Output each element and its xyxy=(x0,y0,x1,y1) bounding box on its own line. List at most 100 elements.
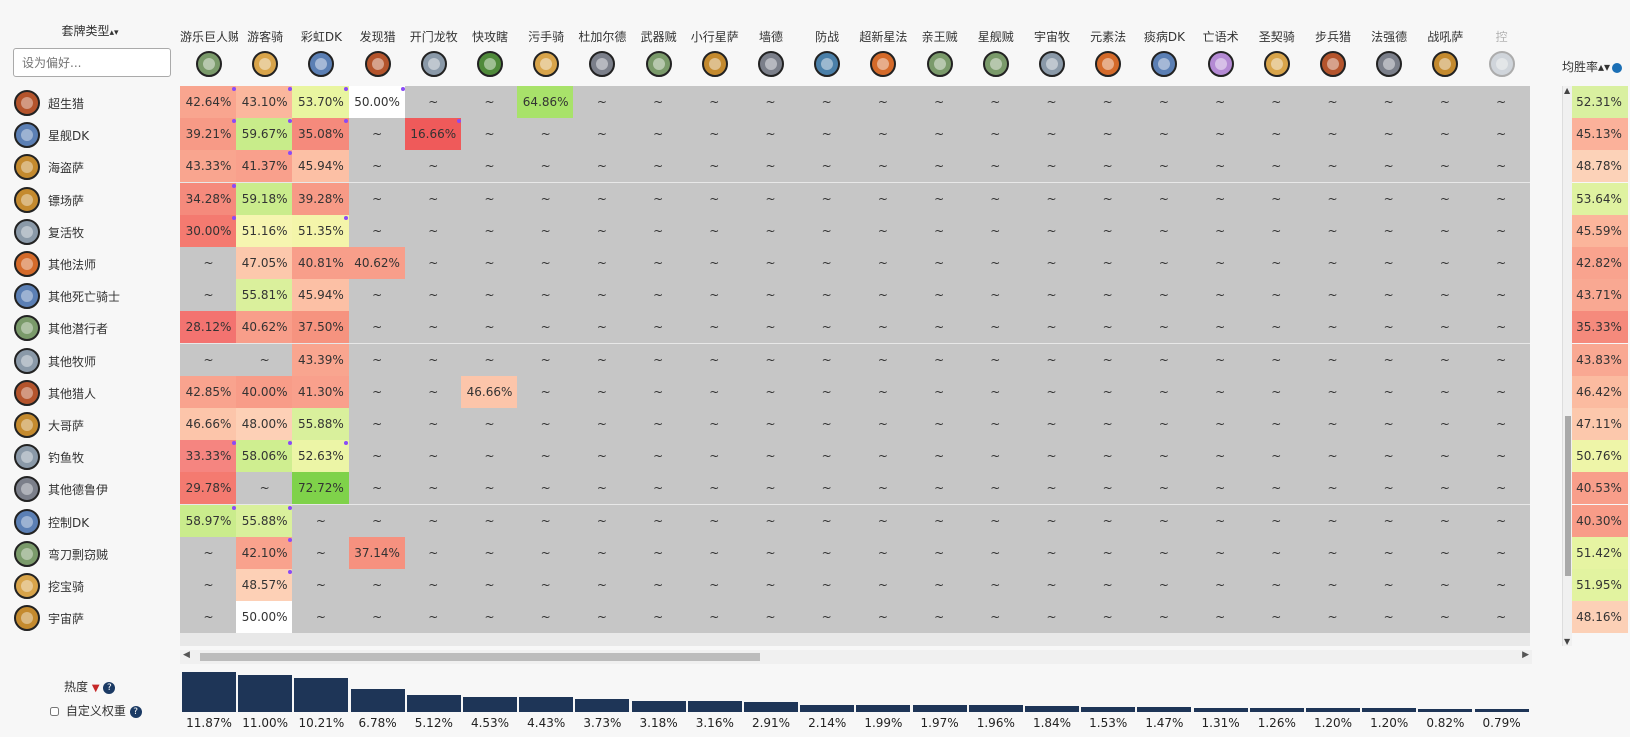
scroll-up-icon[interactable]: ▲ xyxy=(1564,86,1571,95)
matchup-cell[interactable]: ~ xyxy=(180,247,237,279)
matchup-cell[interactable]: ~ xyxy=(1360,536,1418,569)
matchup-cell[interactable]: ~ xyxy=(910,311,968,344)
matchup-cell[interactable]: ~ xyxy=(1360,440,1418,473)
matchup-cell[interactable]: ~ xyxy=(685,472,743,505)
matchup-cell[interactable]: ~ xyxy=(1472,504,1530,537)
matchup-cell[interactable]: 37.14% xyxy=(348,536,406,569)
matchup-cell[interactable]: ~ xyxy=(1360,86,1418,118)
matchup-cell[interactable]: ~ xyxy=(348,182,406,215)
row-header[interactable]: 超生猎 xyxy=(0,86,180,119)
matchup-cell[interactable]: ~ xyxy=(1135,408,1193,440)
matchup-cell[interactable]: ~ xyxy=(854,311,912,344)
matchup-cell[interactable]: ~ xyxy=(1416,472,1474,505)
matchup-cell[interactable]: ~ xyxy=(461,182,518,215)
matchup-cell[interactable]: ~ xyxy=(1079,343,1137,376)
matchup-cell[interactable]: ~ xyxy=(1416,375,1474,408)
matchup-cell[interactable]: ~ xyxy=(404,536,462,569)
scroll-right-icon[interactable]: ▶ xyxy=(1522,650,1529,660)
matchup-cell[interactable]: ~ xyxy=(517,343,575,376)
matchup-cell[interactable]: ~ xyxy=(1023,86,1080,118)
matchup-cell[interactable]: ~ xyxy=(573,311,631,344)
matchup-cell[interactable]: ~ xyxy=(1304,601,1361,634)
matchup-cell[interactable]: ~ xyxy=(461,311,518,344)
matchup-cell[interactable]: 50.00% xyxy=(348,86,406,118)
matchup-cell[interactable]: ~ xyxy=(742,182,799,215)
matchup-cell[interactable]: ~ xyxy=(1191,440,1249,473)
matchup-cell[interactable]: ~ xyxy=(685,311,743,344)
matchup-cell[interactable]: ~ xyxy=(910,408,968,440)
matchup-cell[interactable]: ~ xyxy=(910,182,968,215)
matchup-cell[interactable]: ~ xyxy=(1135,214,1193,247)
matchup-cell[interactable]: ~ xyxy=(404,86,462,118)
matchup-cell[interactable]: ~ xyxy=(404,343,462,376)
matchup-cell[interactable]: ~ xyxy=(685,601,743,634)
matchup-cell[interactable]: ~ xyxy=(1360,601,1418,634)
matchup-cell[interactable]: ~ xyxy=(1247,536,1305,569)
matchup-cell[interactable]: 34.28% xyxy=(180,182,237,215)
matchup-cell[interactable]: ~ xyxy=(1416,569,1474,601)
matchup-cell[interactable]: ~ xyxy=(1079,118,1137,151)
matchup-cell[interactable]: ~ xyxy=(1023,408,1080,440)
matchup-cell[interactable]: ~ xyxy=(1135,536,1193,569)
matchup-cell[interactable]: ~ xyxy=(685,150,743,183)
matchup-cell[interactable]: ~ xyxy=(1079,311,1137,344)
row-header[interactable]: 其他死亡骑士 xyxy=(0,279,180,312)
row-header[interactable]: 海盗萨 xyxy=(0,150,180,183)
column-header[interactable]: 开门龙牧 xyxy=(405,0,463,84)
matchup-cell[interactable]: ~ xyxy=(1079,601,1137,634)
matchup-cell[interactable]: ~ xyxy=(461,440,518,473)
matchup-cell[interactable]: ~ xyxy=(1472,86,1530,118)
matchup-cell[interactable]: ~ xyxy=(742,569,799,601)
help-icon[interactable]: ? xyxy=(103,681,116,694)
custom-weight-option[interactable]: 自定义权重 ? xyxy=(50,702,142,719)
matchup-cell[interactable]: ~ xyxy=(1191,182,1249,215)
matchup-cell[interactable]: ~ xyxy=(798,472,856,505)
matchup-cell[interactable]: ~ xyxy=(742,214,799,247)
matchup-cell[interactable]: ~ xyxy=(1135,86,1193,118)
matchup-cell[interactable]: ~ xyxy=(1360,343,1418,376)
column-header[interactable]: 游客骑 xyxy=(236,0,294,84)
matchup-cell[interactable]: ~ xyxy=(404,182,462,215)
matchup-cell[interactable]: ~ xyxy=(573,408,631,440)
matchup-cell[interactable]: ~ xyxy=(517,504,575,537)
matchup-cell[interactable]: ~ xyxy=(1472,569,1530,601)
matchup-cell[interactable]: ~ xyxy=(854,247,912,279)
matchup-cell[interactable]: ~ xyxy=(798,182,856,215)
matchup-cell[interactable]: ~ xyxy=(966,601,1024,634)
matchup-cell[interactable]: ~ xyxy=(1191,504,1249,537)
matchup-cell[interactable]: ~ xyxy=(1191,279,1249,312)
matchup-cell[interactable]: ~ xyxy=(742,601,799,634)
matchup-cell[interactable]: ~ xyxy=(404,569,462,601)
matchup-cell[interactable]: ~ xyxy=(910,150,968,183)
matchup-cell[interactable]: ~ xyxy=(798,504,856,537)
matchup-cell[interactable]: ~ xyxy=(1304,118,1361,151)
row-header[interactable]: 其他德鲁伊 xyxy=(0,472,180,505)
matchup-cell[interactable]: ~ xyxy=(1304,214,1361,247)
matchup-cell[interactable]: ~ xyxy=(348,569,406,601)
matchup-cell[interactable]: ~ xyxy=(517,150,575,183)
matchup-cell[interactable]: ~ xyxy=(685,569,743,601)
matchup-cell[interactable]: ~ xyxy=(404,311,462,344)
matchup-cell[interactable]: ~ xyxy=(798,440,856,473)
matchup-cell[interactable]: ~ xyxy=(1191,343,1249,376)
matchup-cell[interactable]: ~ xyxy=(1247,182,1305,215)
matchup-cell[interactable]: 41.30% xyxy=(292,375,350,408)
matchup-cell[interactable]: ~ xyxy=(1135,569,1193,601)
column-header[interactable]: 墙德 xyxy=(742,0,800,84)
row-header[interactable]: 大哥萨 xyxy=(0,408,180,441)
matchup-cell[interactable]: 58.97% xyxy=(180,504,237,537)
matchup-cell[interactable]: ~ xyxy=(292,601,350,634)
matchup-cell[interactable]: ~ xyxy=(1079,247,1137,279)
matchup-cell[interactable]: ~ xyxy=(966,569,1024,601)
matchup-cell[interactable]: 43.33% xyxy=(180,150,237,183)
horizontal-scroll-thumb[interactable] xyxy=(200,653,760,661)
matchup-cell[interactable]: ~ xyxy=(461,214,518,247)
row-header[interactable]: 星舰DK xyxy=(0,118,180,151)
matchup-cell[interactable]: ~ xyxy=(966,375,1024,408)
matchup-cell[interactable]: ~ xyxy=(1135,343,1193,376)
column-header[interactable]: 亲王贼 xyxy=(911,0,969,84)
matchup-cell[interactable]: ~ xyxy=(629,247,687,279)
matchup-cell[interactable]: 46.66% xyxy=(461,375,518,408)
matchup-cell[interactable]: ~ xyxy=(348,279,406,312)
sort-toggle-icon[interactable]: ▴▾ xyxy=(109,28,119,38)
